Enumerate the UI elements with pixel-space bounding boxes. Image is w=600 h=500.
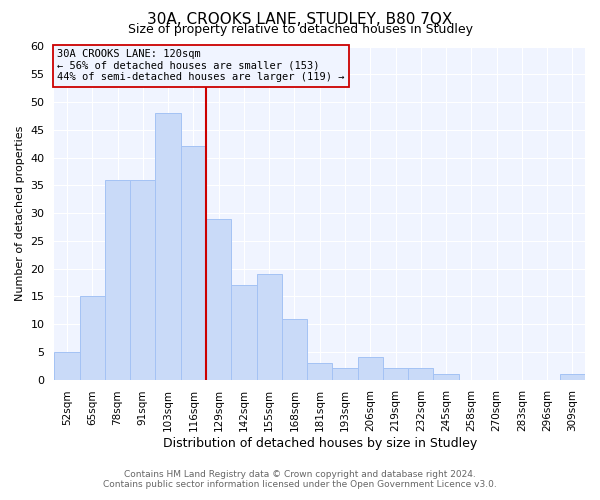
Bar (55, 352, 80, 380)
Bar (332, 368, 358, 380)
Bar (231, 285, 257, 380)
Bar (130, 180, 155, 380)
Bar (433, 374, 458, 380)
Bar (383, 368, 408, 380)
Bar (80, 296, 105, 380)
Bar (560, 374, 585, 380)
X-axis label: Distribution of detached houses by size in Studley: Distribution of detached houses by size … (163, 437, 477, 450)
Bar (307, 363, 332, 380)
Bar (257, 274, 282, 380)
Text: Contains HM Land Registry data © Crown copyright and database right 2024.
Contai: Contains HM Land Registry data © Crown c… (103, 470, 497, 489)
Bar (408, 368, 433, 380)
Bar (181, 146, 206, 380)
Bar (105, 180, 130, 380)
Bar (358, 358, 383, 380)
Bar (282, 318, 307, 380)
Text: 30A CROOKS LANE: 120sqm
← 56% of detached houses are smaller (153)
44% of semi-d: 30A CROOKS LANE: 120sqm ← 56% of detache… (57, 50, 344, 82)
Bar (155, 113, 181, 380)
Text: Size of property relative to detached houses in Studley: Size of property relative to detached ho… (128, 22, 473, 36)
Text: 30A, CROOKS LANE, STUDLEY, B80 7QX: 30A, CROOKS LANE, STUDLEY, B80 7QX (148, 12, 452, 26)
Bar (206, 218, 231, 380)
Y-axis label: Number of detached properties: Number of detached properties (15, 126, 25, 300)
